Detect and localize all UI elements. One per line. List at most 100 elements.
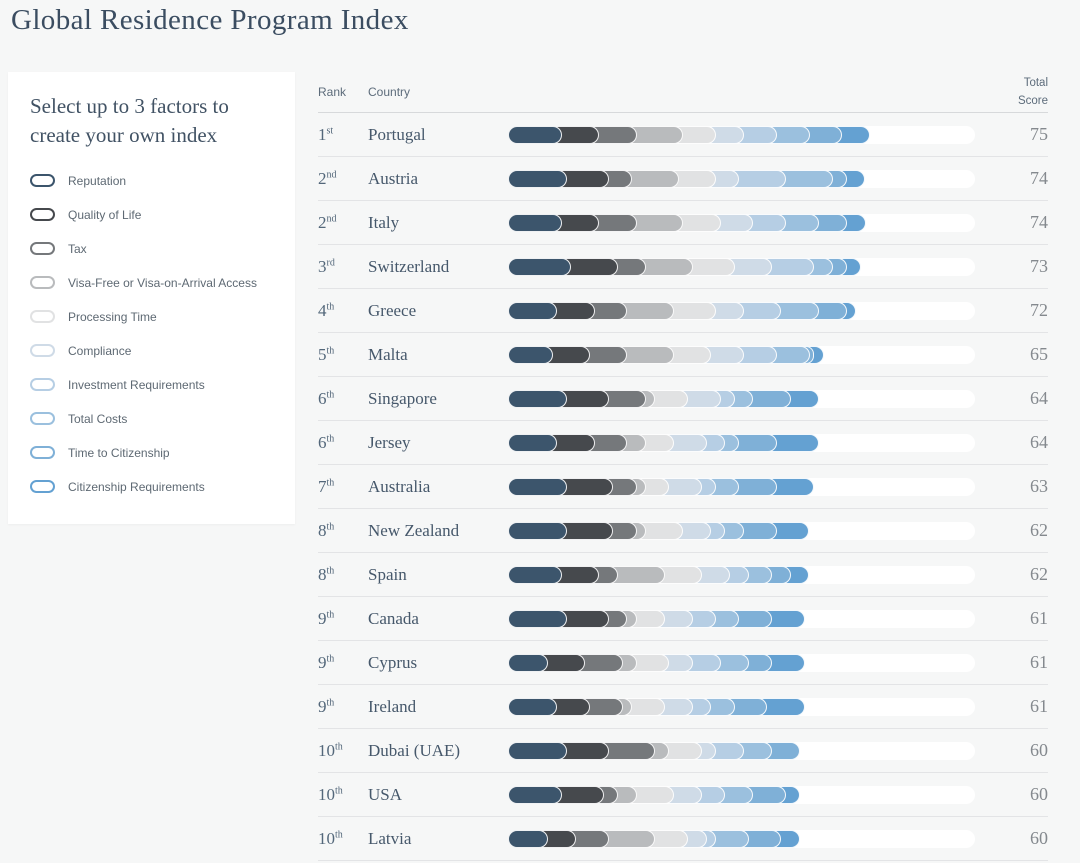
score-bar-track — [508, 213, 975, 232]
total-score-cell: 74 — [1030, 212, 1048, 232]
factor-label: Quality of Life — [68, 207, 142, 222]
total-score-cell: 61 — [1030, 652, 1048, 672]
factor-checkbox-icon[interactable] — [30, 208, 55, 222]
table-row: 3rd Switzerland 73 — [318, 245, 1048, 289]
score-bar-cell — [508, 477, 975, 496]
sidebar-item-reputation[interactable]: Reputation — [30, 164, 275, 198]
country-cell: Switzerland — [368, 256, 450, 276]
total-score-cell: 73 — [1030, 256, 1048, 276]
factor-checkbox-icon[interactable] — [30, 242, 55, 256]
score-bar-segment — [508, 389, 567, 408]
table-row: 2nd Italy 74 — [318, 201, 1048, 245]
score-bar-segment — [508, 697, 558, 716]
factor-checkbox-icon[interactable] — [30, 174, 55, 188]
score-bar-segment — [508, 257, 572, 276]
score-bar-segment — [508, 785, 563, 804]
factor-label: Reputation — [68, 173, 127, 188]
country-cell: Australia — [368, 476, 431, 496]
sidebar-item-quality-of-life[interactable]: Quality of Life — [30, 198, 275, 232]
rank-cell: 4th — [318, 300, 335, 320]
page-title: Global Residence Program Index — [11, 4, 409, 36]
factor-checkbox-icon[interactable] — [30, 344, 55, 358]
score-bar-segment — [508, 565, 563, 584]
header-rank: Rank — [318, 85, 347, 99]
factor-checkbox-icon[interactable] — [30, 310, 55, 324]
score-bar-segment — [508, 741, 567, 760]
factor-label: Processing Time — [68, 309, 157, 324]
rank-cell: 2nd — [318, 168, 337, 188]
score-bar-cell — [508, 653, 975, 672]
factor-label: Total Costs — [68, 411, 128, 426]
sidebar-item-tax[interactable]: Tax — [30, 232, 275, 266]
score-bar-cell — [508, 389, 975, 408]
score-bar-track — [508, 609, 975, 628]
table-row: 7th Australia 63 — [318, 465, 1048, 509]
factor-checkbox-icon[interactable] — [30, 480, 55, 494]
score-bar-track — [508, 433, 975, 452]
sidebar-item-investment-requirements[interactable]: Investment Requirements — [30, 368, 275, 402]
total-score-cell: 72 — [1030, 300, 1048, 320]
table-header: Rank Country Total Score — [318, 72, 1048, 113]
sidebar-item-processing-time[interactable]: Processing Time — [30, 300, 275, 334]
country-cell: New Zealand — [368, 520, 460, 540]
sidebar-item-total-costs[interactable]: Total Costs — [30, 402, 275, 436]
factor-checkbox-icon[interactable] — [30, 412, 55, 426]
score-bar-segment — [508, 521, 567, 540]
total-score-cell: 63 — [1030, 476, 1048, 496]
rank-cell: 2nd — [318, 212, 337, 232]
factor-label: Visa-Free or Visa-on-Arrival Access — [68, 275, 257, 290]
score-bar-segment — [508, 125, 563, 144]
score-bar-track — [508, 389, 975, 408]
total-score-cell: 75 — [1030, 124, 1048, 144]
score-bar-segment — [508, 433, 558, 452]
country-cell: Latvia — [368, 828, 412, 848]
rank-cell: 9th — [318, 608, 335, 628]
score-bar-segment — [508, 477, 567, 496]
country-cell: USA — [368, 784, 403, 804]
total-score-cell: 74 — [1030, 168, 1048, 188]
total-score-cell: 65 — [1030, 344, 1048, 364]
score-bar-track — [508, 565, 975, 584]
total-score-cell: 64 — [1030, 432, 1048, 452]
country-cell: Italy — [368, 212, 400, 232]
rank-cell: 9th — [318, 696, 335, 716]
score-bar-track — [508, 653, 975, 672]
factor-checkbox-icon[interactable] — [30, 446, 55, 460]
table-row: 8th New Zealand 62 — [318, 509, 1048, 553]
score-bar-cell — [508, 785, 975, 804]
score-bar-segment — [508, 609, 567, 628]
score-bar-cell — [508, 741, 975, 760]
factor-checkbox-icon[interactable] — [30, 378, 55, 392]
score-bar-segment — [508, 829, 549, 848]
score-bar-segment — [508, 301, 558, 320]
country-cell: Cyprus — [368, 652, 418, 672]
score-bar-track — [508, 829, 975, 848]
score-bar-track — [508, 697, 975, 716]
score-bar-cell — [508, 697, 975, 716]
sidebar-item-visa-free-or-visa-on-arrival-access[interactable]: Visa-Free or Visa-on-Arrival Access — [30, 266, 275, 300]
table-row: 4th Greece 72 — [318, 289, 1048, 333]
table-row: 1st Portugal 75 — [318, 113, 1048, 157]
sidebar-item-compliance[interactable]: Compliance — [30, 334, 275, 368]
table-row: 2nd Austria 74 — [318, 157, 1048, 201]
score-bar-cell — [508, 125, 975, 144]
score-bar-track — [508, 521, 975, 540]
score-bar-track — [508, 345, 975, 364]
sidebar-item-citizenship-requirements[interactable]: Citizenship Requirements — [30, 470, 275, 504]
rank-cell: 7th — [318, 476, 335, 496]
factor-checkbox-icon[interactable] — [30, 276, 55, 290]
total-score-cell: 61 — [1030, 696, 1048, 716]
total-score-cell: 62 — [1030, 564, 1048, 584]
score-bar-segment — [508, 345, 553, 364]
score-bar-cell — [508, 213, 975, 232]
score-bar-track — [508, 257, 975, 276]
table-row: 10th Dubai (UAE) 60 — [318, 729, 1048, 773]
country-cell: Dubai (UAE) — [368, 740, 461, 760]
score-bar-track — [508, 169, 975, 188]
country-cell: Spain — [368, 564, 407, 584]
country-cell: Singapore — [368, 388, 437, 408]
sidebar-item-time-to-citizenship[interactable]: Time to Citizenship — [30, 436, 275, 470]
rank-cell: 8th — [318, 520, 335, 540]
score-bar-track — [508, 741, 975, 760]
total-score-cell: 62 — [1030, 520, 1048, 540]
